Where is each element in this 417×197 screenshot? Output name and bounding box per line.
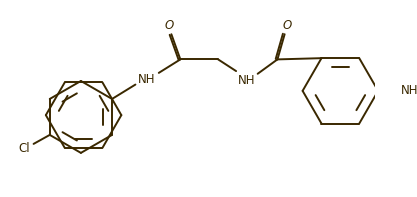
Text: O: O: [165, 19, 174, 32]
Text: O: O: [283, 19, 292, 32]
Text: NH₂: NH₂: [401, 84, 417, 97]
Text: NH: NH: [138, 73, 155, 86]
Text: Cl: Cl: [19, 142, 30, 155]
Text: NH: NH: [238, 74, 256, 87]
